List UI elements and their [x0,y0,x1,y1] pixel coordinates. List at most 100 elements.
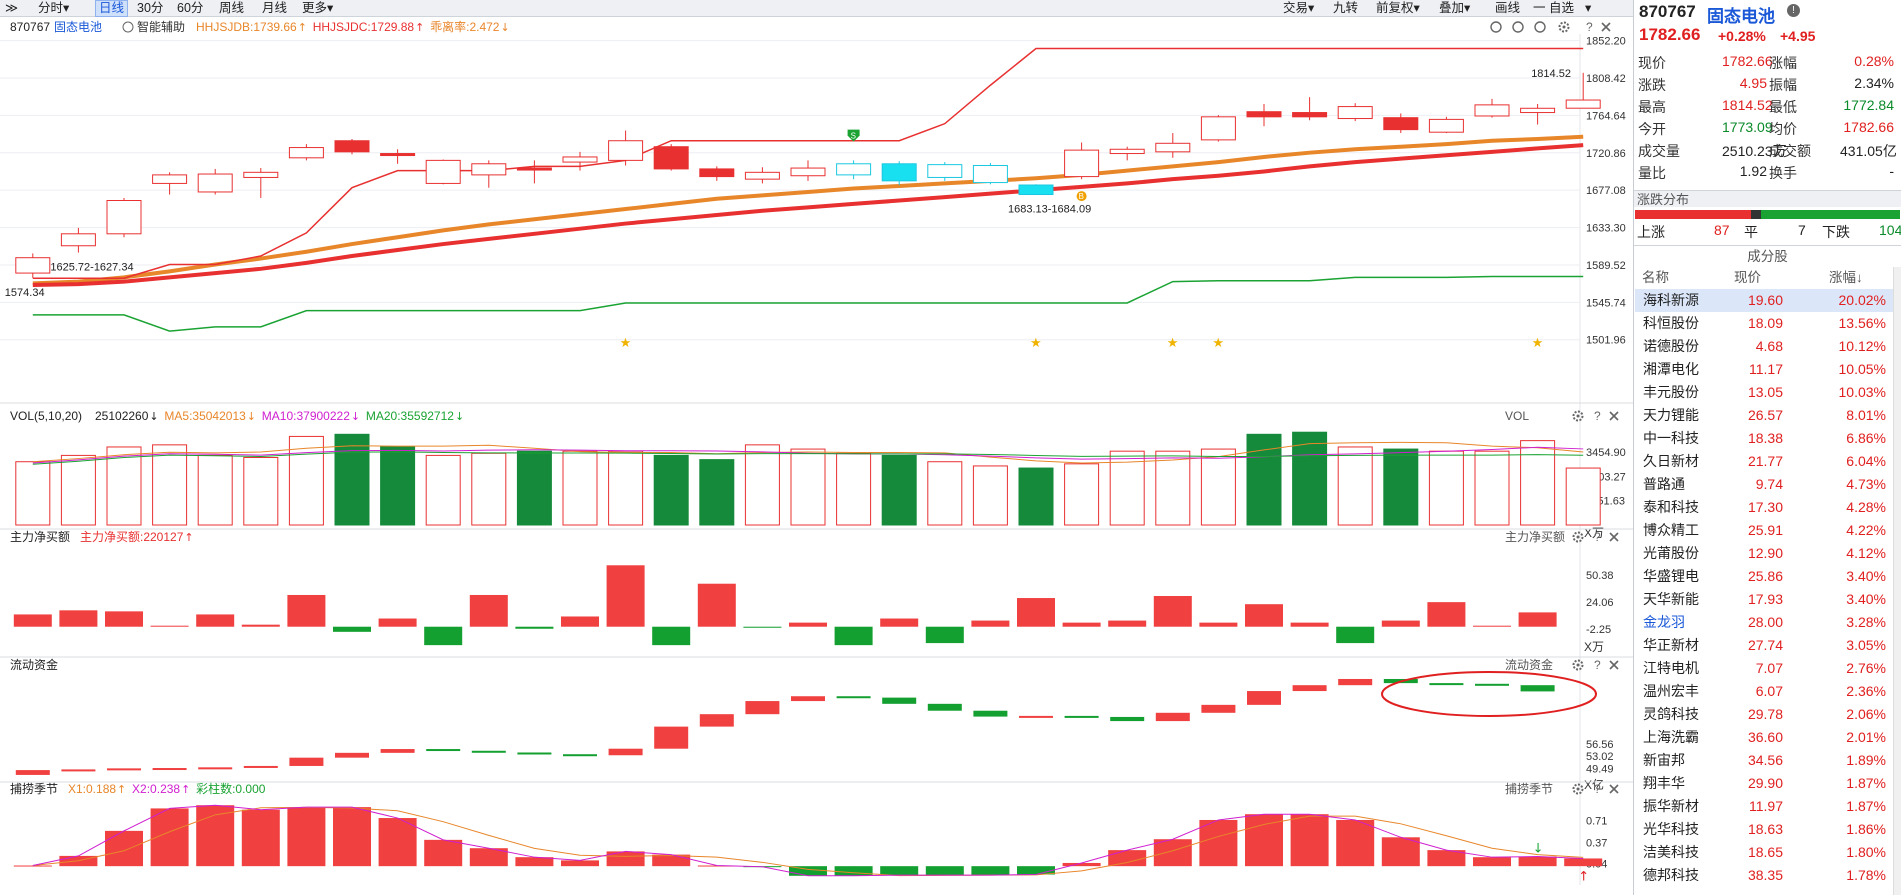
candle[interactable] [1383,113,1419,134]
season-bar[interactable] [1564,858,1603,867]
liquidity-bar[interactable] [927,703,962,711]
candle[interactable] [1292,97,1328,121]
volume-bar[interactable] [1428,450,1464,526]
constituent-row[interactable]: 普路通 9.74 4.73% [1635,473,1901,496]
candle[interactable] [927,162,963,181]
toolbar-trade-button[interactable]: 交易▾ [1283,1,1315,15]
liquidity-bar[interactable] [836,696,871,699]
netbuy-bar[interactable] [606,565,645,627]
volume-bar[interactable] [836,452,872,526]
season-bar[interactable] [105,830,143,867]
help-icon[interactable]: ? [1586,20,1593,34]
liquidity-bar[interactable] [1110,716,1145,722]
liquidity-bar[interactable] [608,748,643,756]
candle[interactable] [425,159,461,185]
netbuy-bar[interactable] [196,614,235,627]
volume-bar[interactable] [1109,450,1145,526]
volume-bar[interactable] [927,461,963,526]
candle[interactable] [790,160,826,181]
season-bar[interactable] [13,865,52,867]
toolbar-rixian-button[interactable]: 日线 [95,0,129,17]
volume-bar[interactable] [380,446,416,526]
constituent-row[interactable]: 新宙邦 34.56 1.89% [1635,749,1901,772]
liquidity-bar[interactable] [1338,678,1373,686]
candle[interactable] [516,160,552,184]
candle[interactable] [699,166,735,181]
netbuy-bar[interactable] [150,625,189,627]
volume-bar[interactable] [744,444,780,526]
season-bar[interactable] [606,851,645,867]
candle[interactable] [288,144,324,161]
season-bar[interactable] [652,854,691,867]
season-bar[interactable] [834,866,873,876]
season-bar[interactable] [561,860,599,867]
netbuy-bar[interactable] [880,618,919,627]
volume-bar[interactable] [1292,431,1328,526]
liquidity-bar[interactable] [791,696,825,702]
constituent-row[interactable]: 光莆股份 12.90 4.12% [1635,542,1901,565]
netbuy-bar[interactable] [743,626,782,628]
netbuy-bar[interactable] [424,626,463,646]
constituent-row[interactable]: 科恒股份 18.09 13.56% [1635,312,1901,335]
season-bar[interactable] [1427,850,1466,867]
candle[interactable] [1109,146,1145,161]
add-icon[interactable] [1512,21,1524,33]
toolbar-yue-button[interactable]: 月线 [262,1,288,15]
netbuy-bar[interactable] [1017,598,1055,627]
constituent-row[interactable]: 诺德股份 4.68 10.12% [1635,335,1901,358]
volume-bar[interactable] [288,435,324,526]
liquidity-bar[interactable] [15,770,50,775]
constituent-row[interactable]: 洁美科技 18.65 1.80% [1635,841,1901,864]
season-bar[interactable] [1108,850,1147,867]
season-bar[interactable] [1245,814,1283,867]
netbuy-bar[interactable] [834,626,873,646]
toolbar-m30-button[interactable]: 30分 [137,1,164,15]
constituent-row[interactable]: 温州宏丰 6.07 2.36% [1635,680,1901,703]
volume-bar[interactable] [562,450,598,526]
candle[interactable] [152,172,188,195]
netbuy-bar[interactable] [287,594,326,627]
toolbar-fenshi-button[interactable]: 分时▾ [38,1,70,15]
season-bar[interactable] [1153,839,1192,867]
volume-bar[interactable] [1155,450,1191,526]
gear-icon[interactable] [1572,531,1584,543]
constituent-row[interactable]: 海科新源 19.60 20.02% [1635,289,1901,312]
season-bar[interactable] [1518,856,1557,867]
candle[interactable] [1337,103,1373,122]
liquidity-bar[interactable] [699,714,734,727]
netbuy-bar[interactable] [561,616,599,627]
liquidity-bar[interactable] [517,752,552,755]
season-bar[interactable] [378,818,417,867]
constituent-row[interactable]: 天华新能 17.93 3.40% [1635,588,1901,611]
liquidity-bar[interactable] [973,710,1008,717]
header-name[interactable]: 名称 [1642,270,1669,285]
season-bar[interactable] [333,807,371,867]
constituent-row[interactable]: 振华新材 11.97 1.87% [1635,795,1901,818]
season-bar[interactable] [1199,819,1238,867]
candle[interactable] [881,161,917,186]
netbuy-bar[interactable] [1245,604,1283,627]
candle[interactable] [471,160,507,188]
liquidity-bar[interactable] [289,757,324,766]
volume-bar[interactable] [1520,440,1556,526]
close-icon[interactable] [1609,411,1619,421]
close-icon[interactable] [1609,784,1619,794]
netbuy-bar[interactable] [1427,602,1466,627]
season-bar[interactable] [241,809,280,867]
season-bar[interactable] [789,866,827,876]
season-bar[interactable] [515,857,554,867]
season-bar[interactable] [196,805,235,867]
liquidity-bar[interactable] [1429,683,1464,686]
liquidity-bar[interactable] [335,752,369,758]
candle[interactable] [334,139,370,155]
close-icon[interactable] [1609,532,1619,542]
constituent-row[interactable]: 华盛锂电 25.86 3.40% [1635,565,1901,588]
volume-bar[interactable] [699,459,735,526]
help-icon[interactable]: ? [1594,409,1601,423]
season-bar[interactable] [1381,837,1420,867]
volume-bar[interactable] [471,452,507,526]
assist-icon[interactable] [122,21,134,33]
kline-chart-area[interactable]: 1852.20 1808.42 1764.64 1720.86 1677.08 1633.… [0,17,1633,895]
constituent-row[interactable]: 中一科技 18.38 6.86% [1635,427,1901,450]
scrollbar[interactable] [1893,267,1901,895]
